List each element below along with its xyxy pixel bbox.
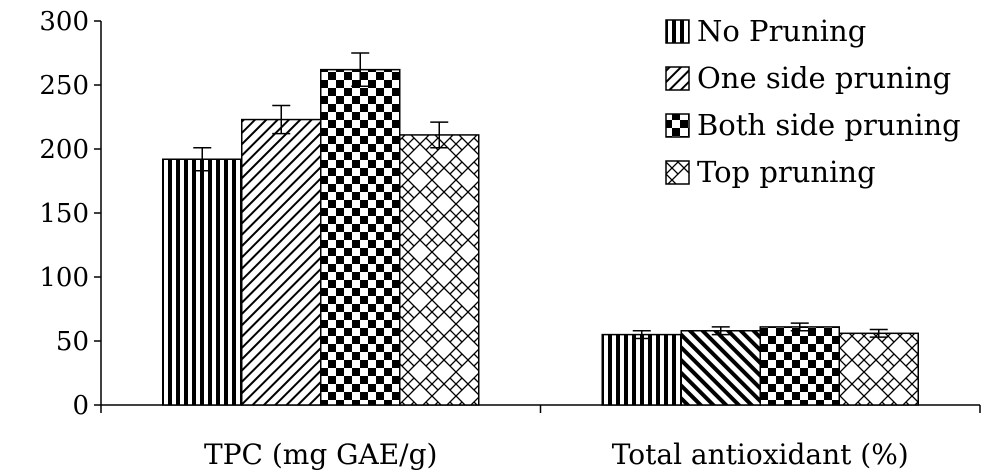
bars	[162, 52, 919, 406]
x-category-label: TPC (mg GAE/g)	[204, 438, 437, 471]
bar	[680, 330, 761, 406]
bar	[838, 332, 919, 406]
y-tick-label: 50	[56, 327, 89, 357]
y-tick-label: 100	[39, 263, 89, 293]
legend-swatch	[665, 160, 690, 185]
legend-label: Top pruning	[697, 155, 876, 189]
legend-swatch	[665, 19, 690, 44]
legend-label: Both side pruning	[697, 108, 961, 142]
y-tick-label: 150	[39, 199, 89, 229]
y-tick-label: 200	[39, 135, 89, 165]
y-tick-label: 300	[39, 7, 89, 37]
legend-label: One side pruning	[697, 61, 951, 95]
legend-swatch	[665, 113, 690, 138]
legend-label: No Pruning	[697, 14, 866, 48]
y-axis: 0 50 100 150 200 250 300	[39, 7, 102, 421]
bar	[241, 118, 322, 406]
y-tick-label: 0	[72, 391, 89, 421]
legend: No Pruning One side pruning Both side prun…	[665, 14, 961, 189]
y-tick-label: 250	[39, 71, 89, 101]
bar	[399, 134, 480, 406]
bar	[759, 326, 840, 406]
x-category-label: Total antioxidant (%)	[612, 438, 909, 471]
x-axis: TPC (mg GAE/g) Total antioxidant (%)	[100, 404, 981, 471]
bar	[162, 158, 243, 406]
bar	[601, 333, 682, 406]
legend-swatch	[665, 66, 690, 91]
bar	[320, 68, 401, 406]
